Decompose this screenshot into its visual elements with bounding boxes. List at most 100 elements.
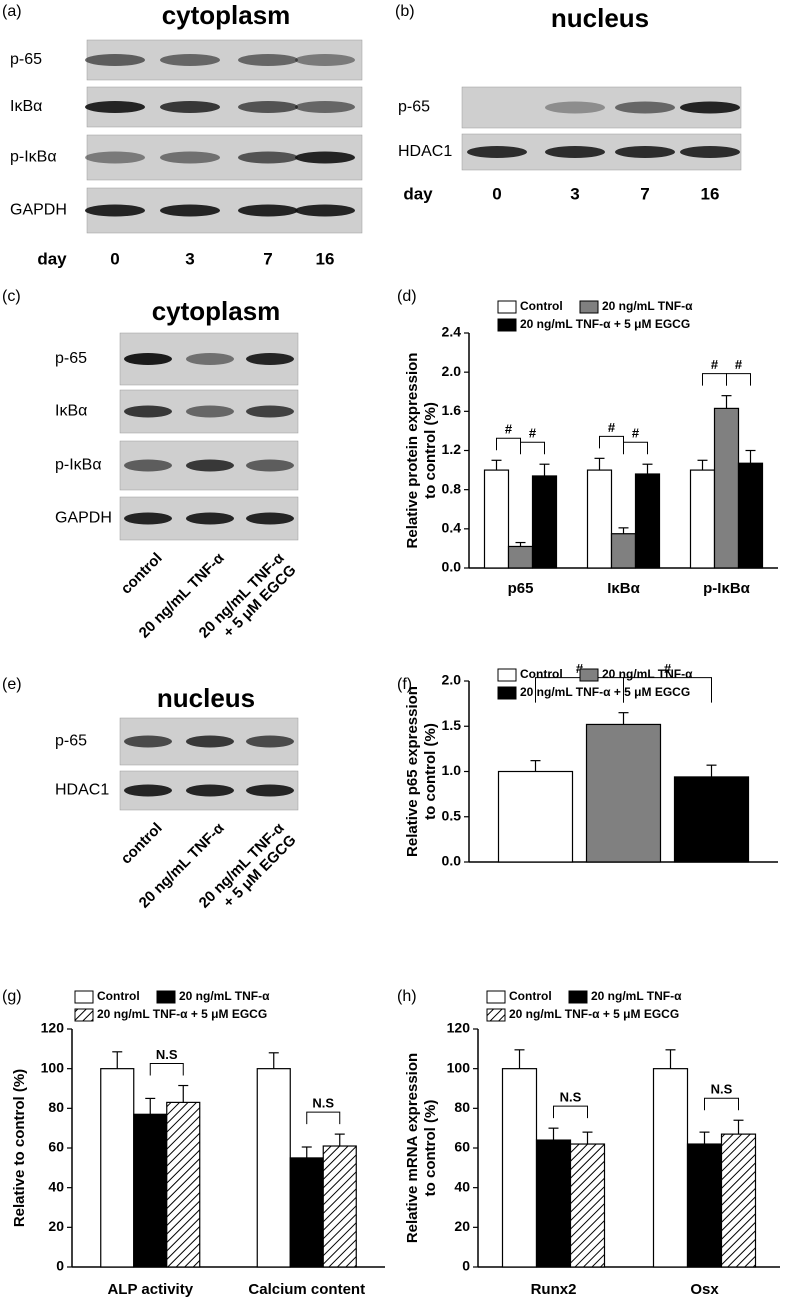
blot-band (160, 54, 220, 66)
blot-band (246, 784, 294, 797)
blot-band (615, 146, 675, 158)
y-axis-label: to control (%) (422, 723, 439, 820)
lane-label: 3 (570, 184, 579, 203)
blot-row-label: GAPDH (55, 510, 112, 527)
significance-label: # (529, 426, 537, 441)
significance-bracket (702, 373, 727, 386)
blot-band (186, 459, 234, 472)
blot-band (186, 784, 234, 797)
legend-swatch (74, 990, 94, 1004)
error-bar (618, 712, 629, 725)
panel-label: (f) (397, 676, 412, 693)
blot-band (85, 54, 145, 66)
significance-label: N.S (711, 1082, 733, 1097)
error-bar (112, 1051, 123, 1069)
legend-label: 20 ng/mL TNF-α (602, 667, 693, 681)
legend-swatch (497, 300, 517, 314)
y-tick-label: 2.0 (442, 672, 462, 688)
lane-label: 16 (316, 249, 335, 268)
significance-bracket (306, 1111, 341, 1125)
blot-band (186, 405, 234, 418)
bar (100, 1068, 135, 1268)
blot-band (545, 101, 605, 114)
legend-swatch (497, 318, 517, 332)
error-bar (594, 457, 605, 471)
significance-bracket (496, 437, 521, 451)
blot-band (85, 101, 145, 113)
legend-label: Control (509, 989, 552, 1003)
y-axis-label: Relative protein expression (404, 353, 421, 549)
blot-row-label: p-65 (398, 99, 430, 116)
error-bar (539, 463, 550, 476)
legend-label: 20 ng/mL TNF-α + 5 μM EGCG (97, 1007, 267, 1021)
blot-band (124, 353, 172, 365)
blot-band (680, 146, 740, 158)
blot-band (160, 204, 220, 217)
y-axis-label: Relative p65 expression (404, 686, 421, 857)
blot-title: cytoplasm (162, 0, 291, 30)
bar (535, 1139, 572, 1268)
y-tick-label: 0.8 (442, 480, 462, 496)
legend-label: 20 ng/mL TNF-α (179, 989, 270, 1003)
panel-label: (d) (397, 288, 417, 305)
y-tick-label: 80 (48, 1099, 64, 1115)
blot-band (160, 151, 220, 164)
panel-label: (g) (2, 988, 22, 1005)
blot-row-label: HDAC1 (55, 782, 109, 799)
lane-label: 7 (640, 184, 649, 203)
lane-label: control (118, 820, 166, 868)
significance-label: # (608, 420, 616, 435)
blot-band (246, 512, 294, 525)
lane-label: control (118, 550, 166, 598)
blot-band (295, 54, 355, 66)
legend-swatch (579, 668, 599, 682)
legend-label: Control (520, 299, 563, 313)
blot-band (160, 101, 220, 113)
significance-label: # (632, 426, 640, 441)
panel-label: (a) (2, 3, 22, 20)
y-tick-label: 120 (447, 1020, 471, 1036)
bar (507, 545, 534, 569)
error-bar (491, 459, 502, 471)
legend-label: Control (520, 667, 563, 681)
bar (166, 1101, 201, 1268)
significance-bracket (599, 435, 624, 449)
lane-label: 0 (492, 184, 501, 203)
bar (652, 1068, 689, 1268)
error-bar (745, 449, 756, 464)
blot-band (680, 101, 740, 114)
blot-band (85, 204, 145, 217)
x-tick-label: IκBα (607, 580, 640, 597)
significance-label: N.S (312, 1096, 334, 1111)
blot-band (246, 735, 294, 748)
lane-axis-label: day (37, 249, 67, 268)
y-tick-label: 1.6 (442, 402, 462, 418)
y-tick-label: 0 (56, 1258, 64, 1274)
blot-band (238, 151, 298, 164)
y-tick-label: 40 (48, 1178, 64, 1194)
x-tick-label: Calcium content (248, 1281, 365, 1298)
error-bar (706, 764, 717, 777)
y-tick-label: 2.4 (442, 324, 462, 340)
legend-label: 20 ng/mL TNF-α + 5 μM EGCG (520, 317, 690, 331)
y-tick-label: 0.5 (442, 807, 462, 823)
bar (497, 770, 574, 863)
bar (585, 723, 662, 863)
lane-axis-label: day (403, 184, 433, 203)
bar (737, 462, 764, 569)
y-tick-label: 20 (48, 1218, 64, 1234)
significance-label: # (711, 357, 719, 372)
blot-band (238, 101, 298, 113)
blot-row-label: HDAC1 (398, 143, 452, 160)
lane-label: 16 (701, 184, 720, 203)
significance-label: # (505, 422, 513, 437)
error-bar (178, 1084, 189, 1103)
significance-label: N.S (560, 1090, 582, 1105)
significance-bracket (726, 373, 751, 386)
bar (689, 469, 716, 569)
x-tick-label: p65 (508, 580, 534, 597)
significance-bracket (623, 677, 712, 703)
legend-label: 20 ng/mL TNF-α (602, 299, 693, 313)
